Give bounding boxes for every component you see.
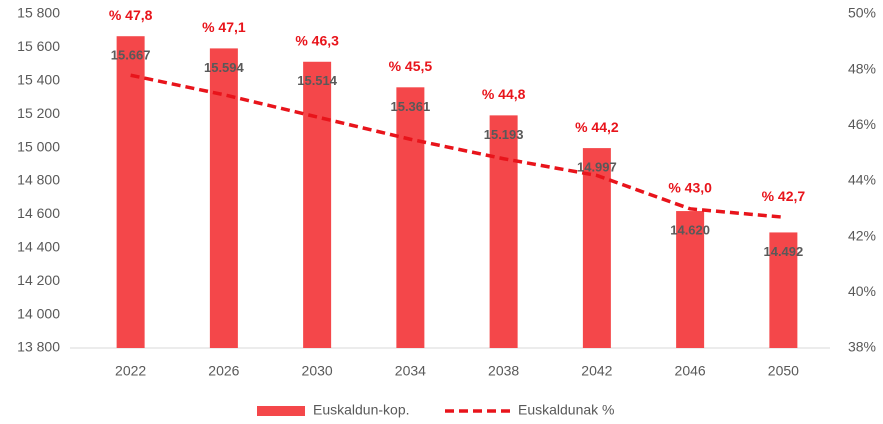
y-tick-label: 15 600 (17, 38, 60, 54)
y2-tick-label: 48% (848, 60, 876, 76)
bar-value-label: 14.620 (670, 222, 710, 237)
bar-value-label: 14.492 (763, 244, 803, 259)
y2-tick-label: 40% (848, 283, 876, 299)
bar-value-label: 15.361 (390, 99, 430, 114)
y-tick-label: 14 400 (17, 239, 60, 255)
y2-tick-label: 42% (848, 227, 876, 243)
bar (489, 115, 518, 348)
x-tick-label: 2042 (581, 363, 612, 379)
bar (769, 232, 798, 348)
line-value-label: % 42,7 (762, 188, 806, 204)
line-value-label: % 46,3 (295, 32, 339, 48)
line-value-label: % 45,5 (389, 58, 433, 74)
line-value-label: % 44,8 (482, 86, 526, 102)
legend-swatch (257, 406, 305, 416)
y-tick-label: 15 800 (17, 5, 60, 21)
y-tick-label: 14 200 (17, 272, 60, 288)
y2-tick-label: 44% (848, 172, 876, 188)
bar-value-label: 15.667 (111, 48, 151, 63)
bar (303, 61, 332, 349)
y-tick-label: 15 400 (17, 72, 60, 88)
y-tick-label: 14 000 (17, 305, 60, 321)
x-tick-label: 2046 (675, 363, 706, 379)
bar (116, 36, 145, 348)
y-tick-label: 14 600 (17, 205, 60, 221)
y2-tick-label: 50% (848, 5, 876, 21)
bar-value-label: 14.997 (577, 160, 617, 175)
x-tick-label: 2050 (768, 363, 799, 379)
bar (676, 211, 705, 348)
legend-label: Euskaldunak % (518, 402, 615, 418)
y2-tick-label: 38% (848, 339, 876, 355)
y-tick-label: 14 800 (17, 172, 60, 188)
y2-tick-label: 46% (848, 116, 876, 132)
line-value-label: % 44,2 (575, 119, 619, 135)
bar-value-label: 15.594 (204, 60, 245, 75)
x-tick-label: 2022 (115, 363, 146, 379)
bar-value-label: 15.514 (297, 73, 338, 88)
bar (582, 148, 611, 348)
y-tick-label: 15 000 (17, 138, 60, 154)
legend-label: Euskaldun-kop. (313, 402, 410, 418)
x-tick-label: 2026 (208, 363, 239, 379)
bar-value-label: 15.193 (484, 127, 524, 142)
line-value-label: % 43,0 (668, 180, 712, 196)
line-value-label: % 47,1 (202, 19, 246, 35)
y-tick-label: 15 200 (17, 105, 60, 121)
line-value-label: % 47,8 (109, 7, 153, 23)
x-tick-label: 2038 (488, 363, 519, 379)
x-tick-label: 2030 (302, 363, 333, 379)
y-tick-label: 13 800 (17, 339, 60, 355)
x-tick-label: 2034 (395, 363, 426, 379)
bar (396, 87, 425, 349)
